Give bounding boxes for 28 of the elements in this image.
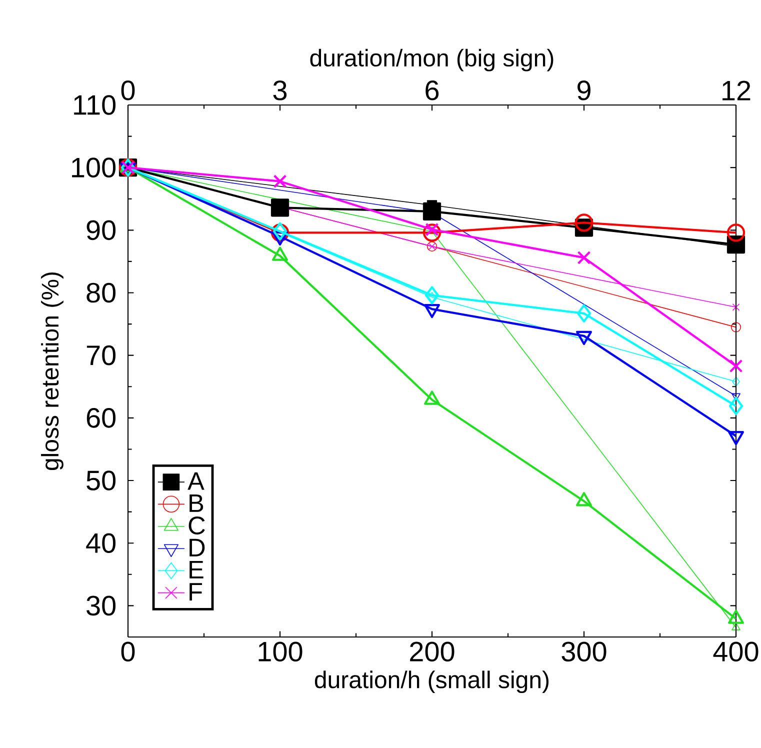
x-tick-label: 200 [410, 642, 454, 662]
y-tick-label: 70 [86, 345, 116, 366]
y-tick-label: 40 [86, 533, 116, 554]
y-tick-label: 100 [72, 158, 116, 178]
legend-label: C [188, 516, 205, 534]
x-axis-title: duration/h (small sign) [314, 670, 549, 694]
x2-tick-label: 6 [426, 80, 439, 100]
x-tick-label: 0 [121, 642, 135, 662]
y-axis-title: gloss retention (%) [41, 272, 64, 470]
x2-axis-title: duration/mon (big sign) [310, 48, 554, 72]
y-tick-label: 50 [86, 470, 116, 490]
legend-label: F [190, 583, 202, 601]
y-tick-label: 80 [86, 282, 116, 303]
legend-label: A [188, 472, 204, 490]
legend-label: B [190, 494, 204, 512]
y-tick-label: 60 [86, 408, 116, 428]
legend-label: E [190, 561, 204, 578]
y-tick-label: 90 [86, 220, 116, 240]
x-tick-label: 300 [562, 642, 606, 662]
x2-tick-label: 9 [578, 80, 590, 100]
legend-label: D [190, 538, 205, 556]
y-tick-label: 110 [74, 95, 116, 115]
x2-tick-label: 0 [121, 80, 135, 100]
x-tick-label: 100 [258, 642, 302, 662]
x-tick-label: 400 [713, 642, 758, 662]
y-tick-label: 30 [86, 596, 116, 616]
x2-tick-label: 3 [273, 80, 287, 100]
x2-tick-label: 12 [722, 80, 750, 100]
